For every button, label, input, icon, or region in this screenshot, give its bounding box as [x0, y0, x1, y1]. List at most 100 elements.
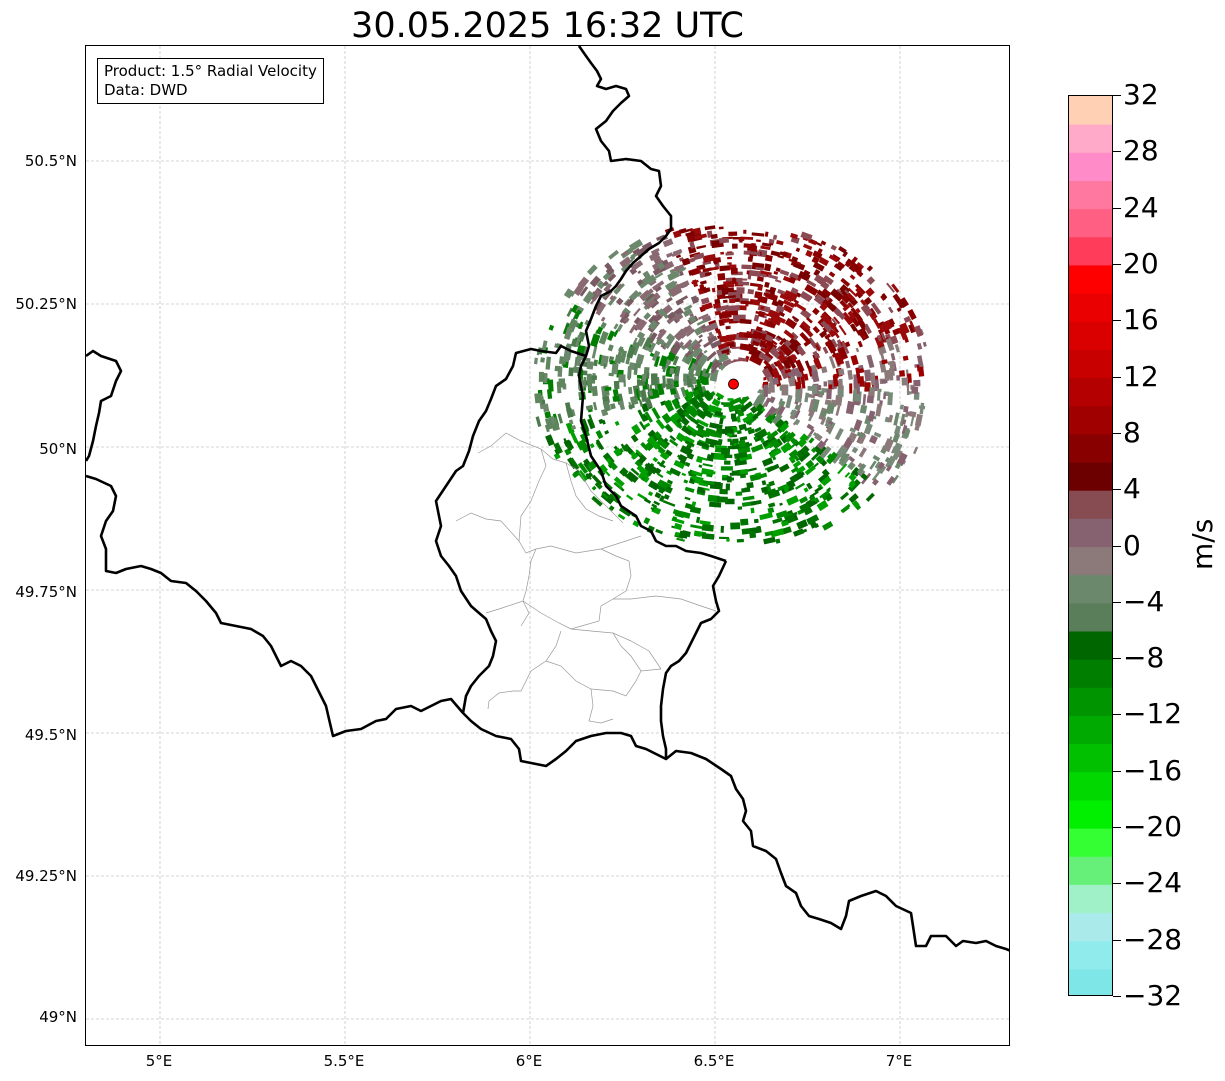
lat-tick-label: 49.75°N	[15, 583, 77, 601]
echo-cell	[770, 528, 785, 538]
echo-cell	[853, 419, 863, 432]
radar-map[interactable]	[85, 45, 1010, 1046]
echo-cell	[766, 430, 779, 441]
echo-cell	[903, 405, 909, 413]
echo-cell	[688, 415, 700, 426]
echo-cell	[887, 360, 895, 365]
echo-cell	[820, 490, 832, 501]
echo-cell	[790, 232, 799, 240]
echo-cell	[754, 426, 762, 433]
colorbar-segment	[1069, 687, 1112, 716]
echo-cell	[838, 452, 849, 464]
echo-cell	[808, 494, 816, 501]
echo-cell	[758, 472, 768, 479]
echo-cell	[794, 409, 801, 419]
echo-cell	[790, 415, 794, 420]
echo-cell	[893, 425, 902, 435]
lat-tick-label: 49°N	[39, 1008, 77, 1026]
echo-cell	[750, 251, 761, 256]
echo-cell	[854, 283, 866, 295]
echo-cell	[863, 369, 872, 382]
echo-cell	[577, 439, 590, 454]
echo-cell	[666, 314, 678, 325]
echo-cell	[782, 299, 795, 309]
echo-cell	[718, 353, 730, 363]
echo-cell	[885, 465, 892, 472]
echo-cell	[821, 288, 832, 298]
colorbar-tick	[1113, 432, 1121, 434]
echo-cell	[716, 396, 722, 401]
echo-cell	[904, 337, 909, 343]
echo-cell	[666, 280, 677, 290]
echo-cell	[676, 407, 688, 419]
colorbar-segment	[1069, 293, 1112, 322]
echo-cell	[689, 396, 702, 410]
echo-cell	[899, 404, 904, 410]
colorbar-tick	[1113, 545, 1121, 547]
echo-cell	[888, 414, 894, 423]
echo-cell	[710, 366, 717, 374]
colorbar-segment	[1069, 208, 1112, 238]
echo-cell	[784, 368, 792, 374]
echo-cell	[644, 345, 652, 352]
colorbar-tick-label: 24	[1123, 190, 1159, 224]
echo-cell	[878, 323, 889, 333]
echo-cell	[783, 329, 795, 340]
lat-tick-label: 50.25°N	[15, 295, 77, 313]
echo-cell	[583, 376, 587, 388]
echo-cell	[651, 503, 658, 509]
echo-cell	[613, 476, 625, 487]
colorbar-tick	[1113, 996, 1121, 997]
echo-cell	[772, 455, 777, 461]
echo-cell	[644, 462, 658, 475]
echo-cell	[808, 409, 815, 418]
echo-cell	[637, 270, 642, 275]
echo-cell	[815, 344, 821, 352]
echo-cell	[812, 325, 821, 334]
echo-cell	[674, 365, 681, 377]
echo-cell	[899, 370, 906, 377]
national-borders	[86, 46, 1009, 952]
echo-cell	[847, 310, 856, 320]
echo-cell	[793, 471, 805, 481]
echo-cell	[707, 335, 718, 344]
echo-cell	[618, 400, 626, 411]
echo-cell	[630, 452, 639, 460]
echo-cell	[872, 454, 881, 462]
echo-cell	[715, 304, 730, 312]
echo-cell	[897, 450, 903, 458]
echo-cell	[812, 261, 825, 272]
echo-cell	[902, 355, 909, 361]
echo-cell	[672, 248, 683, 256]
echo-cell	[663, 494, 670, 500]
echo-cell	[793, 366, 803, 379]
echo-cell	[807, 385, 813, 391]
echo-cell	[848, 493, 859, 504]
echo-cell	[913, 379, 921, 387]
echo-cell	[702, 463, 713, 468]
echo-cell	[541, 340, 548, 353]
echo-cell	[897, 298, 907, 309]
echo-cell	[550, 416, 555, 424]
echo-cell	[662, 499, 676, 507]
echo-cell	[664, 485, 673, 494]
echo-cell	[626, 346, 636, 359]
echo-cell	[881, 293, 888, 300]
echo-cell	[816, 500, 829, 512]
echo-cell	[725, 483, 731, 491]
echo-cell	[866, 354, 875, 369]
echo-cell	[795, 247, 801, 253]
echo-cell	[578, 392, 582, 399]
echo-cell	[800, 376, 806, 389]
echo-cell	[772, 517, 783, 524]
echo-cell	[782, 485, 789, 493]
echo-cell	[604, 386, 612, 391]
echo-cell	[589, 443, 595, 449]
echo-cell	[777, 484, 787, 492]
echo-cell	[792, 261, 806, 271]
echo-cell	[885, 337, 895, 352]
echo-cell	[764, 443, 773, 450]
echo-cell	[577, 321, 584, 330]
echo-cell	[721, 348, 730, 354]
echo-cell	[642, 270, 651, 279]
